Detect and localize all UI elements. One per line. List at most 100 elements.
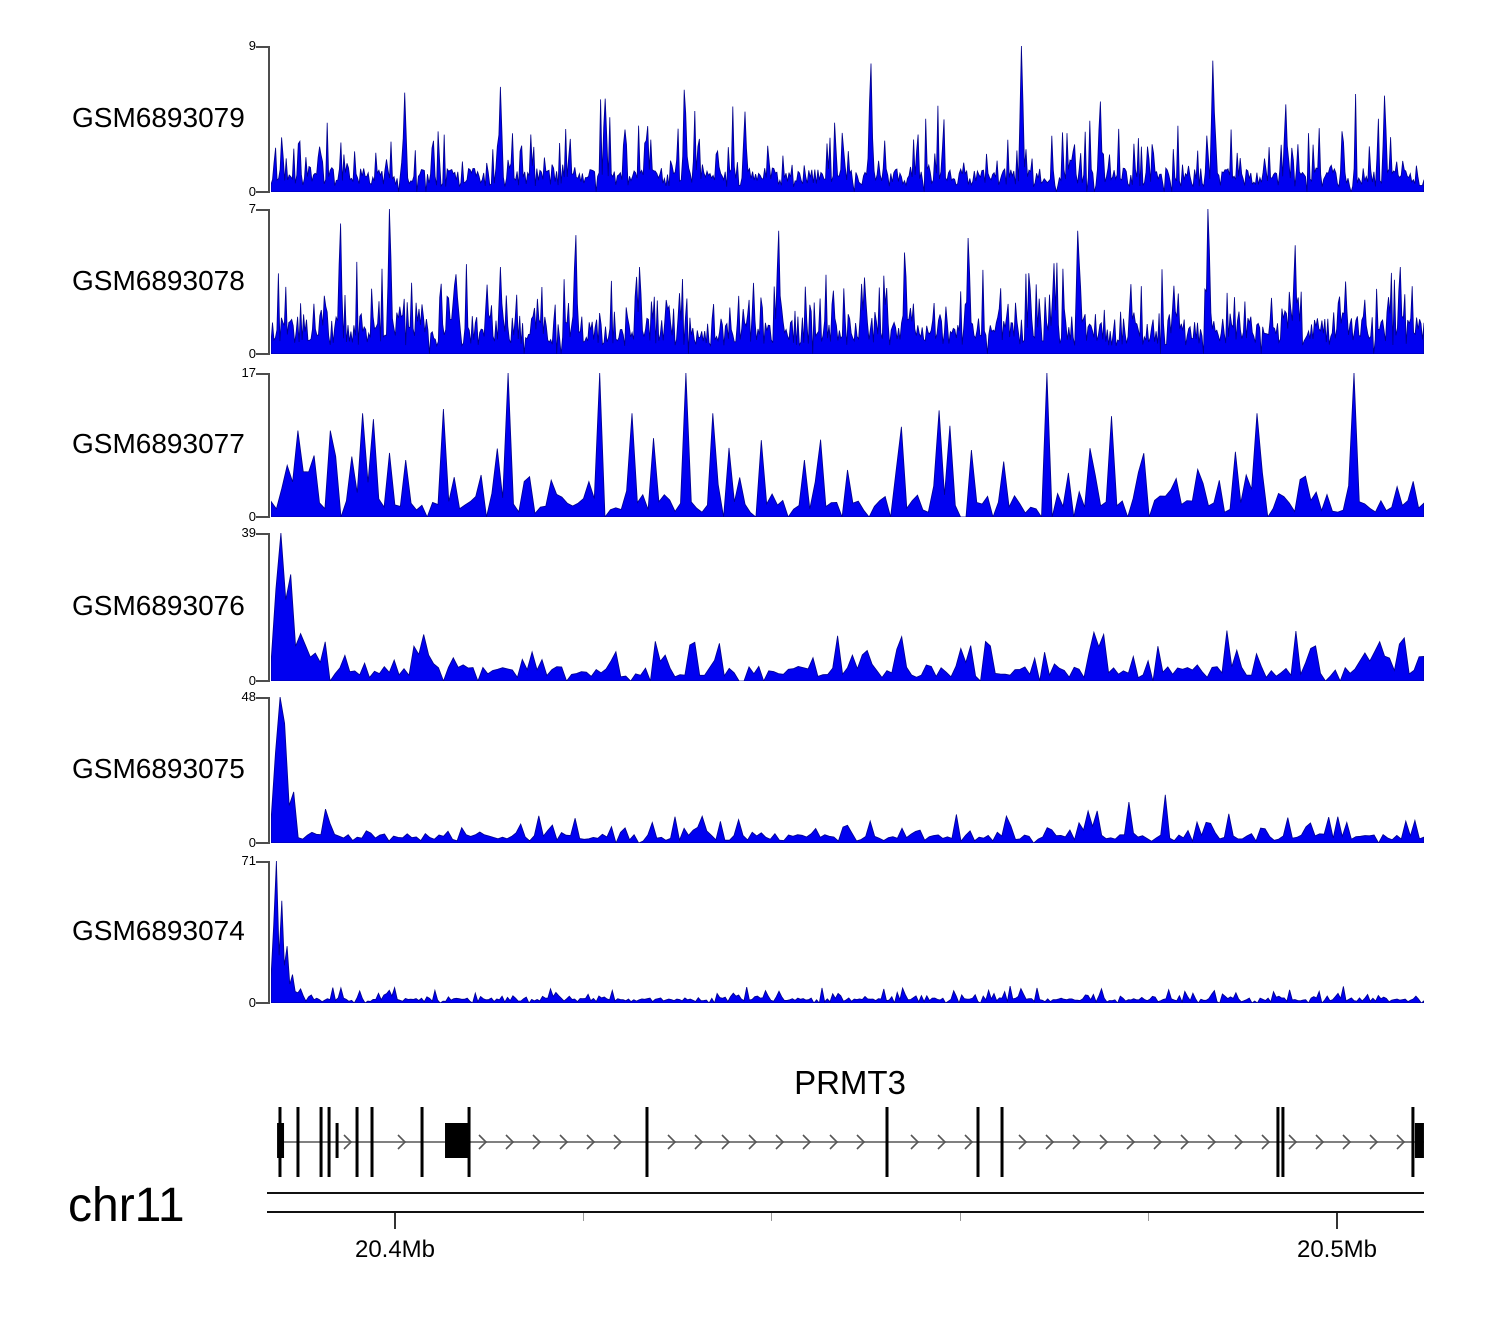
exon-tall bbox=[355, 1107, 359, 1177]
strand-arrow-icon bbox=[748, 1134, 758, 1150]
strand-arrow-icon bbox=[1369, 1134, 1379, 1150]
exon-tall bbox=[1411, 1107, 1415, 1177]
strand-arrow-icon bbox=[1126, 1134, 1136, 1150]
y-axis-line bbox=[268, 373, 270, 518]
strand-arrow-icon bbox=[667, 1134, 677, 1150]
exon-box bbox=[445, 1123, 470, 1158]
coverage-signal bbox=[271, 697, 1424, 843]
exon-short bbox=[335, 1123, 339, 1158]
genome-axis-line bbox=[267, 1211, 1424, 1213]
exon-tall bbox=[645, 1107, 649, 1177]
strand-arrow-icon bbox=[1315, 1134, 1325, 1150]
exon-tall bbox=[370, 1107, 374, 1177]
y-axis-line bbox=[268, 46, 270, 193]
y-axis-tick-top bbox=[256, 209, 269, 211]
strand-arrow-icon bbox=[1099, 1134, 1109, 1150]
strand-arrow-icon bbox=[721, 1134, 731, 1150]
axis-major-tick bbox=[1336, 1213, 1338, 1229]
coverage-polygon bbox=[271, 533, 1424, 681]
coverage-signal bbox=[271, 861, 1424, 1003]
exon-tall bbox=[296, 1107, 300, 1177]
strand-arrow-icon bbox=[478, 1134, 488, 1150]
y-axis-tick-top bbox=[256, 373, 269, 375]
strand-arrow-icon bbox=[937, 1134, 947, 1150]
exon-tall bbox=[1281, 1107, 1285, 1177]
exon-box bbox=[1414, 1123, 1424, 1158]
strand-arrow-icon bbox=[1396, 1134, 1406, 1150]
y-axis-zero-label: 0 bbox=[248, 673, 256, 688]
axis-tick-label: 20.4Mb bbox=[354, 1236, 436, 1263]
exon-tall bbox=[1000, 1107, 1004, 1177]
gene-model-svg bbox=[277, 1107, 1424, 1177]
track-label: GSM6893075 bbox=[72, 753, 245, 784]
exon-tall bbox=[420, 1107, 424, 1177]
strand-arrow-icon bbox=[829, 1134, 839, 1150]
y-axis-tick-bottom bbox=[256, 1002, 269, 1004]
exon-tall bbox=[885, 1107, 889, 1177]
strand-arrow-icon bbox=[964, 1134, 974, 1150]
y-axis-zero-label: 0 bbox=[248, 184, 256, 199]
strand-arrow-icon bbox=[1288, 1134, 1298, 1150]
axis-minor-tick bbox=[1148, 1213, 1150, 1221]
strand-arrow-icon bbox=[1153, 1134, 1163, 1150]
strand-arrow-icon bbox=[910, 1134, 920, 1150]
exon-tall bbox=[976, 1107, 980, 1177]
strand-arrow-icon bbox=[1180, 1134, 1190, 1150]
y-axis-max-label: 39 bbox=[241, 525, 256, 540]
exon-tall bbox=[327, 1107, 331, 1177]
y-axis-tick-top bbox=[256, 861, 269, 863]
y-axis-tick-bottom bbox=[256, 191, 269, 193]
y-axis-zero-label: 0 bbox=[248, 509, 256, 524]
y-axis-line bbox=[268, 861, 270, 1004]
strand-arrow-icon bbox=[1234, 1134, 1244, 1150]
exon-tall bbox=[1276, 1107, 1280, 1177]
strand-arrow-icon bbox=[586, 1134, 596, 1150]
coverage-signal bbox=[271, 46, 1424, 192]
y-axis-max-label: 71 bbox=[241, 853, 256, 868]
coverage-signal bbox=[271, 373, 1424, 517]
exon-tall bbox=[319, 1107, 323, 1177]
y-axis-tick-bottom bbox=[256, 353, 269, 355]
y-axis-tick-bottom bbox=[256, 842, 269, 844]
axis-minor-tick bbox=[582, 1213, 584, 1221]
strand-arrow-icon bbox=[694, 1134, 704, 1150]
y-axis-tick-bottom bbox=[256, 516, 269, 518]
y-axis-zero-label: 0 bbox=[248, 835, 256, 850]
coverage-polygon bbox=[271, 209, 1424, 354]
strand-arrow-icon bbox=[802, 1134, 812, 1150]
coverage-polygon bbox=[271, 697, 1424, 843]
strand-arrow-icon bbox=[1018, 1134, 1028, 1150]
strand-arrow-icon bbox=[1207, 1134, 1217, 1150]
strand-arrow-icon bbox=[1072, 1134, 1082, 1150]
track-label: GSM6893074 bbox=[72, 915, 245, 946]
coverage-polygon bbox=[271, 373, 1424, 517]
coverage-polygon bbox=[271, 861, 1424, 1003]
coverage-signal bbox=[271, 533, 1424, 681]
strand-arrow-icon bbox=[775, 1134, 785, 1150]
y-axis-line bbox=[268, 209, 270, 355]
coverage-signal bbox=[271, 209, 1424, 354]
coverage-polygon bbox=[271, 46, 1424, 192]
exon-box bbox=[277, 1123, 285, 1158]
strand-arrow-icon bbox=[1342, 1134, 1352, 1150]
axis-tick-label: 20.5Mb bbox=[1296, 1236, 1378, 1263]
y-axis-tick-top bbox=[256, 46, 269, 48]
axis-minor-tick bbox=[771, 1213, 773, 1221]
strand-arrow-icon bbox=[1045, 1134, 1055, 1150]
strand-arrow-icon bbox=[397, 1134, 407, 1150]
y-axis-max-label: 17 bbox=[241, 365, 256, 380]
y-axis-tick-top bbox=[256, 533, 269, 535]
track-label: GSM6893076 bbox=[72, 590, 245, 621]
y-axis-max-label: 48 bbox=[241, 689, 256, 704]
strand-arrow-icon bbox=[532, 1134, 542, 1150]
y-axis-zero-label: 0 bbox=[248, 346, 256, 361]
y-axis-tick-bottom bbox=[256, 680, 269, 682]
chromosome-label: chr11 bbox=[68, 1179, 185, 1232]
y-axis-tick-top bbox=[256, 697, 269, 699]
strand-arrow-icon bbox=[1261, 1134, 1271, 1150]
axis-major-tick bbox=[394, 1213, 396, 1229]
gene-track-baseline bbox=[267, 1192, 1424, 1194]
y-axis-max-label: 9 bbox=[248, 38, 256, 53]
gene-name-label: PRMT3 bbox=[794, 1064, 906, 1101]
